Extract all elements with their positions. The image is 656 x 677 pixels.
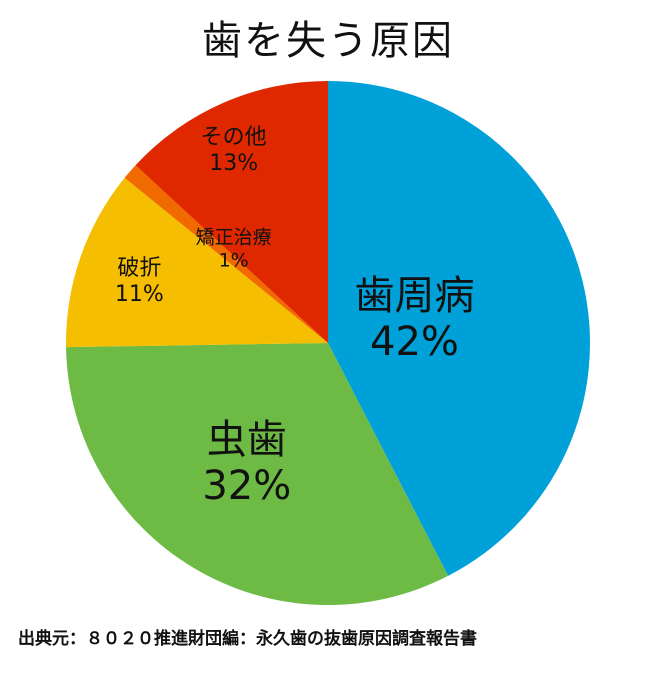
chart-title: 歯を失う原因	[202, 18, 454, 64]
pie-slice-1	[328, 81, 590, 576]
slice-name-label: 破折	[117, 256, 161, 281]
slice-name-label: 矯正治療	[196, 226, 272, 248]
pie-slice-2	[66, 343, 449, 605]
slice-name-label: 歯周病	[354, 273, 474, 319]
slice-name-label: その他	[201, 125, 267, 150]
pie-slice-4	[124, 165, 328, 343]
slice-name-label: 虫歯	[207, 417, 287, 463]
source-note: 出典元：８０２０推進財団編：永久歯の抜歯原因調査報告書	[18, 629, 477, 649]
slice-percent-label: 11%	[115, 282, 164, 307]
slice-percent-label: 32%	[202, 463, 291, 509]
pie-slice-3	[66, 177, 329, 348]
pie-slice-5	[135, 81, 328, 343]
slice-percent-label: 42%	[370, 319, 459, 365]
slice-percent-label: 13%	[209, 151, 258, 176]
slice-percent-label: 1%	[219, 249, 249, 271]
